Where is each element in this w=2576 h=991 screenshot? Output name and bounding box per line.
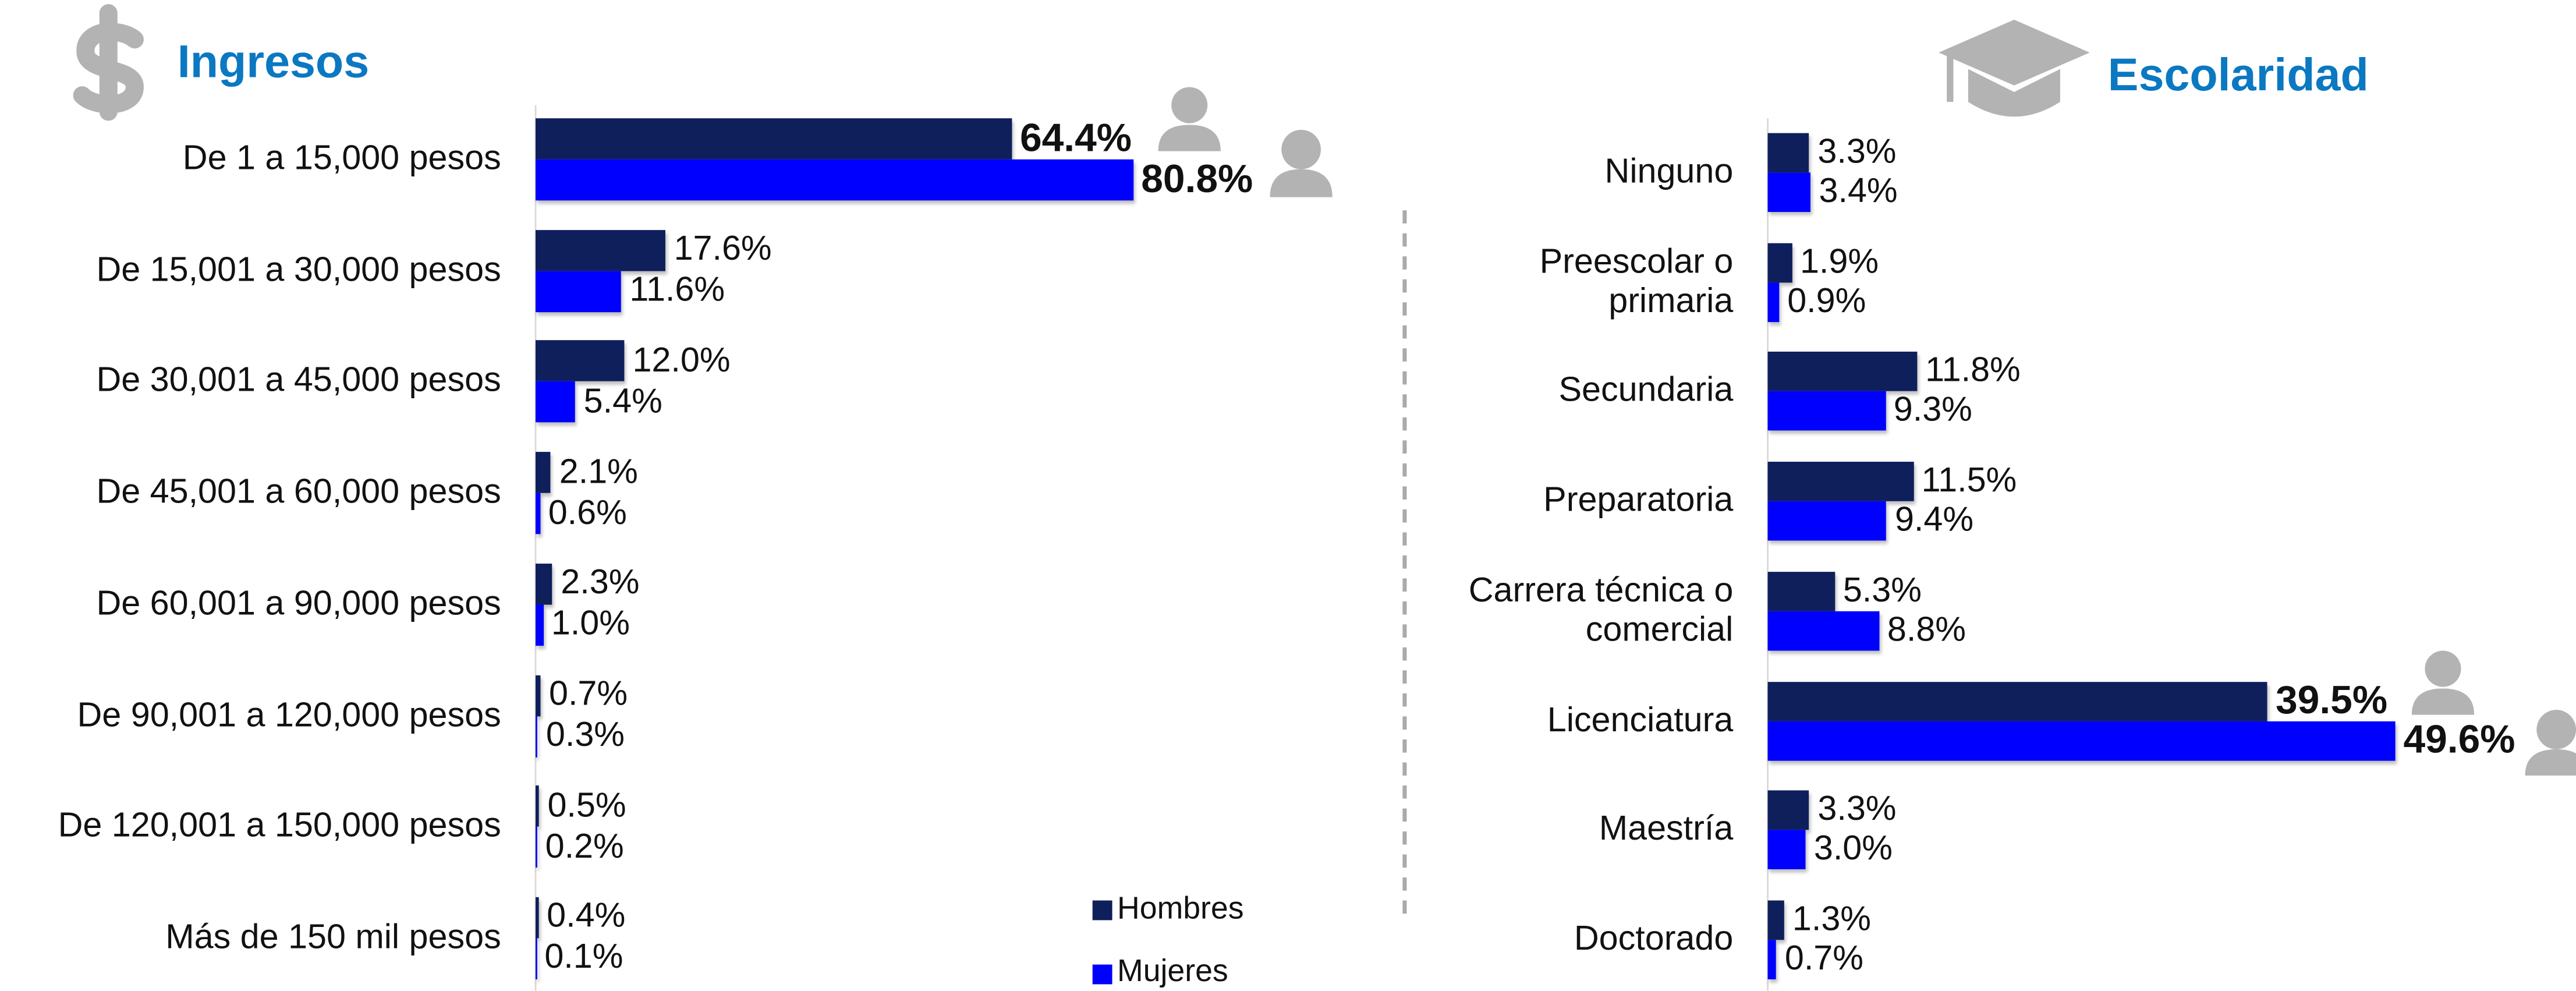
value-label: 39.5% bbox=[2276, 678, 2388, 723]
man-icon bbox=[2411, 650, 2475, 715]
value-label: 1.3% bbox=[1792, 900, 1872, 939]
bar bbox=[1767, 242, 1792, 282]
value-label: 12.0% bbox=[632, 341, 731, 380]
bar bbox=[1767, 611, 1879, 650]
bar bbox=[536, 381, 576, 423]
legend-swatch bbox=[1092, 964, 1112, 985]
category-label: Preparatoria bbox=[1543, 482, 1734, 520]
man-icon bbox=[1158, 87, 1221, 151]
value-label: 2.1% bbox=[559, 452, 638, 491]
value-label: 0.9% bbox=[1787, 282, 1866, 320]
chart-title: Escolaridad bbox=[2107, 49, 2369, 101]
bar bbox=[536, 716, 538, 757]
value-label: 80.8% bbox=[1141, 157, 1253, 201]
value-label: 11.6% bbox=[629, 271, 725, 310]
bar bbox=[1767, 830, 1806, 870]
value-label: 9.4% bbox=[1894, 501, 1974, 539]
bar bbox=[1767, 133, 1810, 173]
value-label: 64.4% bbox=[1019, 115, 1132, 161]
value-label: 0.5% bbox=[547, 786, 626, 824]
bar bbox=[1767, 571, 1835, 611]
woman-icon bbox=[1270, 129, 1333, 197]
bar bbox=[1767, 720, 2396, 760]
value-label: 5.4% bbox=[583, 383, 662, 421]
category-label: Carrera técnica o comercial bbox=[1468, 571, 1734, 649]
value-label: 3.3% bbox=[1817, 133, 1897, 171]
value-label: 8.8% bbox=[1887, 611, 1966, 649]
value-label: 11.8% bbox=[1925, 352, 2021, 390]
category-label: Doctorado bbox=[1574, 920, 1734, 958]
value-label: 0.4% bbox=[547, 897, 626, 936]
bar bbox=[1767, 900, 1784, 940]
value-label: 0.2% bbox=[545, 827, 624, 866]
category-label: De 15,001 a 30,000 pesos bbox=[96, 250, 501, 289]
value-label: 3.3% bbox=[1817, 790, 1897, 829]
value-label: 1.0% bbox=[551, 605, 630, 643]
bar bbox=[1767, 939, 1777, 979]
bar bbox=[536, 785, 540, 827]
bar bbox=[536, 604, 543, 646]
category-label: De 120,001 a 150,000 pesos bbox=[58, 807, 501, 845]
category-label: Más de 150 mil pesos bbox=[165, 918, 501, 957]
value-label: 17.6% bbox=[674, 230, 772, 268]
value-label: 0.1% bbox=[544, 939, 623, 977]
dollar-icon bbox=[73, 4, 144, 121]
bar bbox=[536, 341, 625, 382]
legend-label: Mujeres bbox=[1117, 954, 1228, 989]
woman-icon bbox=[2525, 710, 2576, 776]
value-label: 11.5% bbox=[1921, 462, 2017, 500]
category-label: De 60,001 a 90,000 pesos bbox=[96, 585, 501, 623]
bar bbox=[536, 452, 551, 493]
category-label: Maestría bbox=[1599, 810, 1734, 848]
category-label: De 90,001 a 120,000 pesos bbox=[77, 696, 501, 734]
value-label: 0.3% bbox=[545, 716, 625, 755]
bar bbox=[536, 674, 541, 716]
cap-icon bbox=[1939, 19, 2090, 117]
value-label: 9.3% bbox=[1893, 391, 1972, 430]
category-label: De 30,001 a 45,000 pesos bbox=[96, 362, 501, 400]
bar bbox=[536, 493, 540, 535]
category-label: Secundaria bbox=[1558, 371, 1734, 410]
bar bbox=[1767, 501, 1887, 541]
bar bbox=[536, 827, 537, 868]
bar bbox=[536, 563, 553, 604]
category-label: De 45,001 a 60,000 pesos bbox=[96, 473, 501, 511]
bar bbox=[1767, 391, 1886, 431]
bar bbox=[1767, 790, 1810, 830]
bar bbox=[1767, 462, 1914, 502]
value-label: 0.6% bbox=[548, 494, 627, 532]
category-label: Licenciatura bbox=[1547, 700, 1734, 739]
legend-label: Hombres bbox=[1117, 892, 1244, 927]
bar bbox=[1767, 172, 1811, 213]
category-label: Preescolar o primaria bbox=[1539, 242, 1734, 320]
legend-swatch bbox=[1092, 900, 1112, 921]
chart-title: Ingresos bbox=[177, 36, 370, 87]
bar bbox=[536, 270, 622, 312]
category-label: De 1 a 15,000 pesos bbox=[182, 139, 501, 178]
value-label: 1.9% bbox=[1799, 242, 1879, 281]
value-label: 0.7% bbox=[1784, 939, 1863, 978]
value-label: 0.7% bbox=[548, 675, 628, 713]
bar bbox=[1767, 681, 2267, 721]
value-label: 3.0% bbox=[1813, 830, 1893, 868]
value-label: 49.6% bbox=[2403, 717, 2515, 762]
bar bbox=[1767, 352, 1917, 392]
bar bbox=[536, 118, 1012, 160]
category-label: Ninguno bbox=[1604, 153, 1734, 191]
value-label: 2.3% bbox=[561, 564, 640, 602]
bar bbox=[536, 897, 539, 939]
value-label: 3.4% bbox=[1819, 172, 1898, 211]
bar bbox=[536, 159, 1133, 201]
value-label: 5.3% bbox=[1842, 571, 1922, 610]
bar bbox=[1767, 282, 1780, 322]
bar bbox=[536, 229, 666, 271]
